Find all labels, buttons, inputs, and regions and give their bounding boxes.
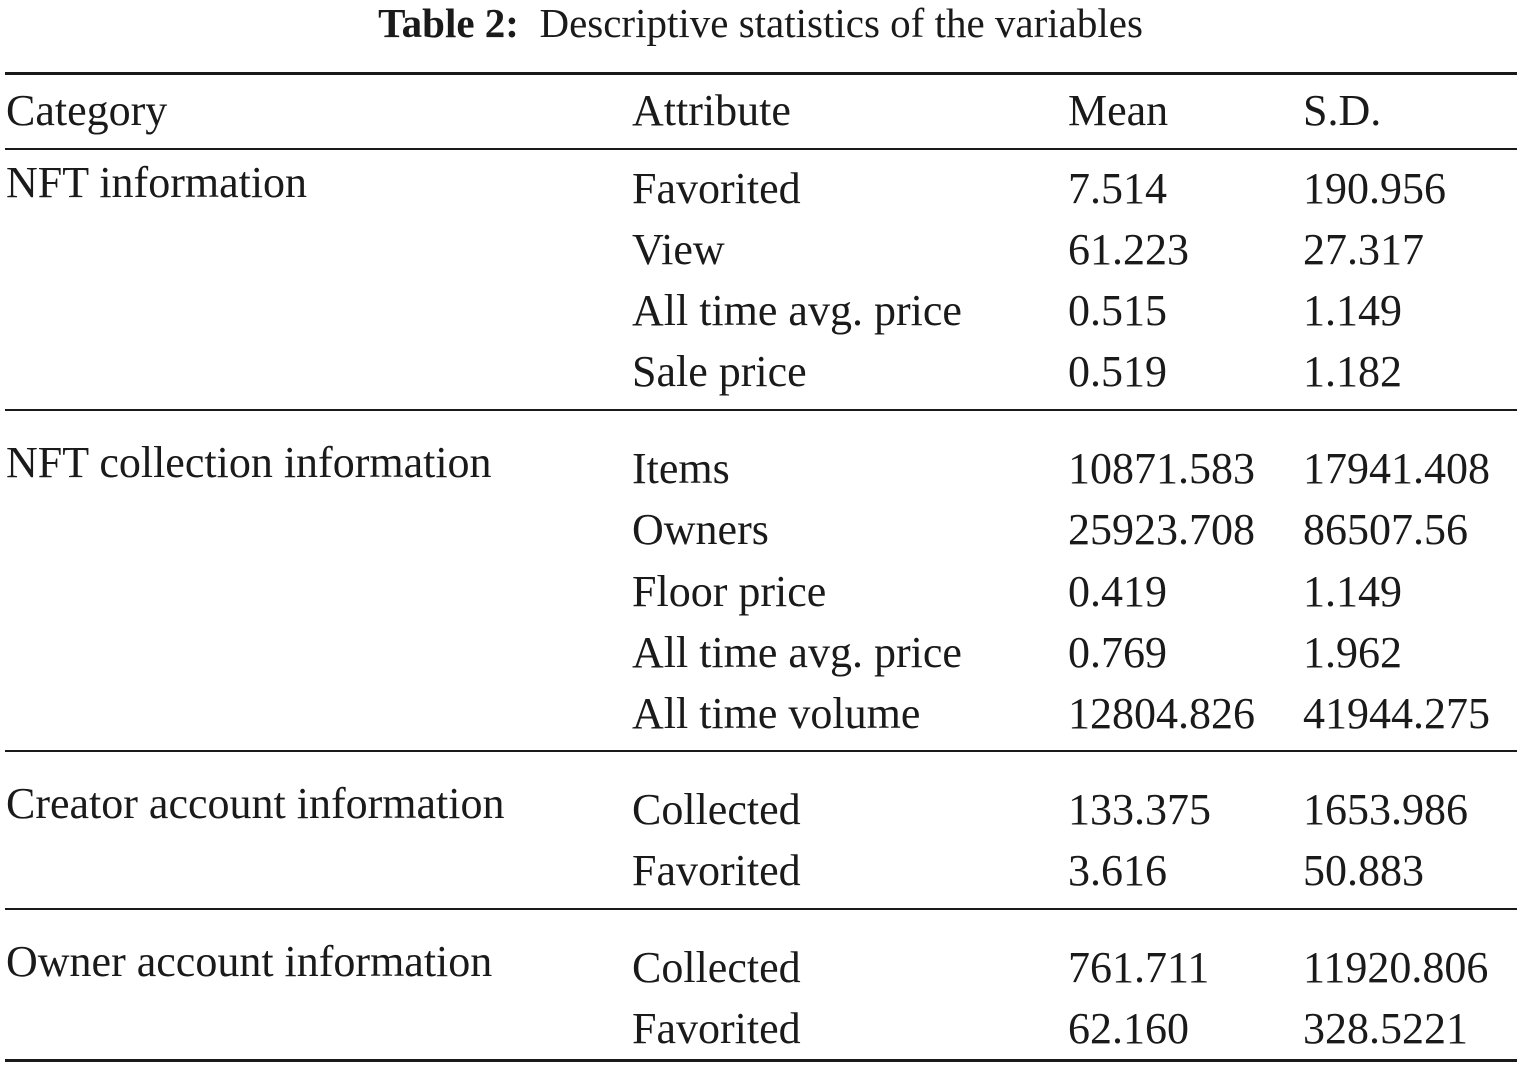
mean-cell: 25923.708: [1068, 505, 1255, 554]
sd-cell: 86507.56: [1303, 505, 1468, 554]
mean-cell: 10871.583: [1068, 444, 1255, 493]
mean-cell: 3.616: [1068, 846, 1167, 895]
table-caption-text: Descriptive statistics of the variables: [539, 0, 1143, 46]
header-sd: S.D.: [1303, 86, 1382, 135]
sd-cell: 1653.986: [1303, 785, 1468, 834]
mean-cell: 0.515: [1068, 286, 1167, 335]
attribute-cell: Collected: [632, 785, 801, 834]
sd-cell: 41944.275: [1303, 689, 1490, 738]
category-label: NFT collection information: [6, 438, 492, 487]
mean-cell: 61.223: [1068, 225, 1189, 274]
table-caption: Table 2: Descriptive statistics of the v…: [0, 0, 1521, 46]
attribute-cell: Items: [632, 444, 730, 493]
sd-cell: 11920.806: [1303, 943, 1489, 992]
mean-cell: 0.769: [1068, 628, 1167, 677]
header-rule: [5, 148, 1517, 150]
header-attribute: Attribute: [632, 86, 791, 135]
bottom-rule: [5, 1059, 1517, 1062]
category-label: Creator account information: [6, 779, 505, 828]
attribute-cell: All time volume: [632, 689, 921, 738]
sd-cell: 190.956: [1303, 164, 1446, 213]
attribute-cell: Sale price: [632, 347, 807, 396]
attribute-cell: All time avg. price: [632, 628, 962, 677]
category-label: NFT information: [6, 158, 308, 207]
attribute-cell: All time avg. price: [632, 286, 962, 335]
attribute-cell: Collected: [632, 943, 801, 992]
attribute-cell: Floor price: [632, 567, 827, 616]
group-rule: [5, 750, 1517, 752]
sd-cell: 27.317: [1303, 225, 1424, 274]
group-rule: [5, 908, 1517, 910]
sd-cell: 17941.408: [1303, 444, 1490, 493]
attribute-cell: Favorited: [632, 1004, 801, 1053]
header-mean: Mean: [1068, 86, 1169, 135]
sd-cell: 328.5221: [1303, 1004, 1468, 1053]
mean-cell: 133.375: [1068, 785, 1211, 834]
mean-cell: 7.514: [1068, 164, 1167, 213]
sd-cell: 1.149: [1303, 286, 1402, 335]
top-rule: [5, 72, 1517, 75]
mean-cell: 0.519: [1068, 347, 1167, 396]
mean-cell: 761.711: [1068, 943, 1210, 992]
attribute-cell: Favorited: [632, 846, 801, 895]
sd-cell: 1.962: [1303, 628, 1402, 677]
sd-cell: 1.149: [1303, 567, 1402, 616]
mean-cell: 62.160: [1068, 1004, 1189, 1053]
mean-cell: 12804.826: [1068, 689, 1255, 738]
category-label: Owner account information: [6, 937, 493, 986]
attribute-cell: View: [632, 225, 725, 274]
header-category: Category: [6, 86, 168, 135]
attribute-cell: Favorited: [632, 164, 801, 213]
sd-cell: 1.182: [1303, 347, 1402, 396]
mean-cell: 0.419: [1068, 567, 1167, 616]
attribute-cell: Owners: [632, 505, 769, 554]
group-rule: [5, 409, 1517, 411]
table-caption-label: Table 2:: [378, 0, 519, 46]
sd-cell: 50.883: [1303, 846, 1424, 895]
